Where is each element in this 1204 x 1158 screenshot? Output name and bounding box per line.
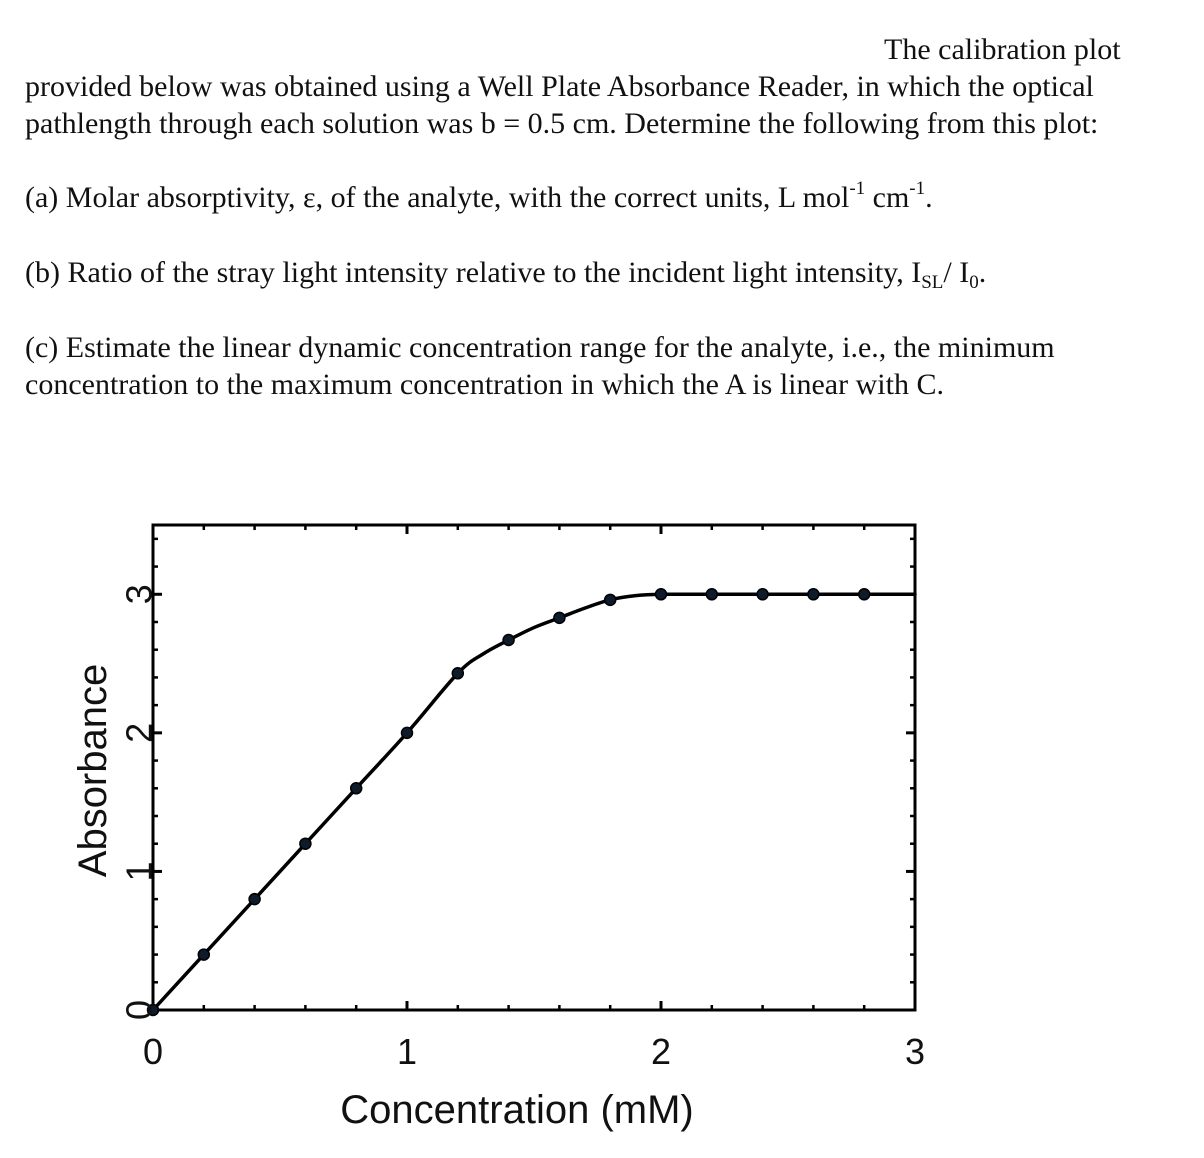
question-part-c-line-1: (c) Estimate the linear dynamic concentr… [25,331,1055,364]
y-tick-label: 3 [119,584,160,604]
calibration-chart: 0 1 2 3 0 1 2 3 Concentration (mM) Absorbance [0,440,1204,1158]
y-axis-title: Absorbance [71,664,115,877]
question-intro-line-2: provided below was obtained using a Well… [25,70,1094,103]
question-part-c-line-2: concentration to the maximum concentrati… [25,368,944,401]
part-b-subscript-2: 0 [969,272,979,293]
data-point [400,726,414,740]
axes-layer [151,523,917,1012]
data-point [756,588,769,601]
part-b-end: . [978,256,987,289]
data-point [705,588,719,601]
x-tick-label: 3 [905,1031,925,1072]
data-point [603,593,617,607]
part-b-subscript-1: SL [921,272,944,293]
x-axis-title: Concentration (mM) [340,1088,693,1132]
part-a-superscript-1: -1 [849,178,866,199]
label-layer: 0 1 2 3 0 1 2 3 Concentration (mM) Absorbance [71,584,925,1132]
y-tick-label: 1 [119,861,160,881]
part-a-end: . [925,181,933,214]
plot-frame [151,523,917,1012]
data-point [502,633,515,647]
data-point [553,611,566,625]
data-point [807,588,820,601]
question-text: The calibration plot provided below was … [0,0,1204,420]
part-a-superscript-2: -1 [909,178,926,199]
ticks-layer [153,525,915,1010]
data-point [146,1003,160,1017]
marker-layer [146,588,871,1017]
data-point [451,667,465,680]
part-b-text: (b) Ratio of the stray light intensity r… [25,256,922,289]
part-b-divider: / I [943,256,970,289]
part-a-text: (a) Molar absorptivity, ε, of the analyt… [25,181,850,214]
data-point [248,892,261,906]
x-tick-label: 0 [143,1031,163,1072]
data-point [299,837,312,850]
chart-canvas: 0 1 2 3 0 1 2 3 Concentration (mM) Absorbance [71,523,925,1132]
y-tick-label: 2 [119,723,160,743]
curve-layer [151,592,917,1012]
data-point [654,588,668,601]
question-part-a: (a) Molar absorptivity, ε, of the analyt… [25,178,933,216]
calibration-curve [151,592,917,1012]
question-intro-line-1: The calibration plot [884,33,1121,66]
x-tick-label: 2 [651,1031,671,1072]
data-point [197,948,211,961]
part-a-unit: cm [865,181,910,214]
data-point [857,588,871,601]
y-tick-label: 0 [119,1000,160,1020]
question-intro-line-3: pathlength through each solution was b =… [25,107,1099,140]
x-tick-label: 1 [397,1031,417,1072]
question-part-b: (b) Ratio of the stray light intensity r… [25,255,987,293]
data-point [349,782,363,795]
